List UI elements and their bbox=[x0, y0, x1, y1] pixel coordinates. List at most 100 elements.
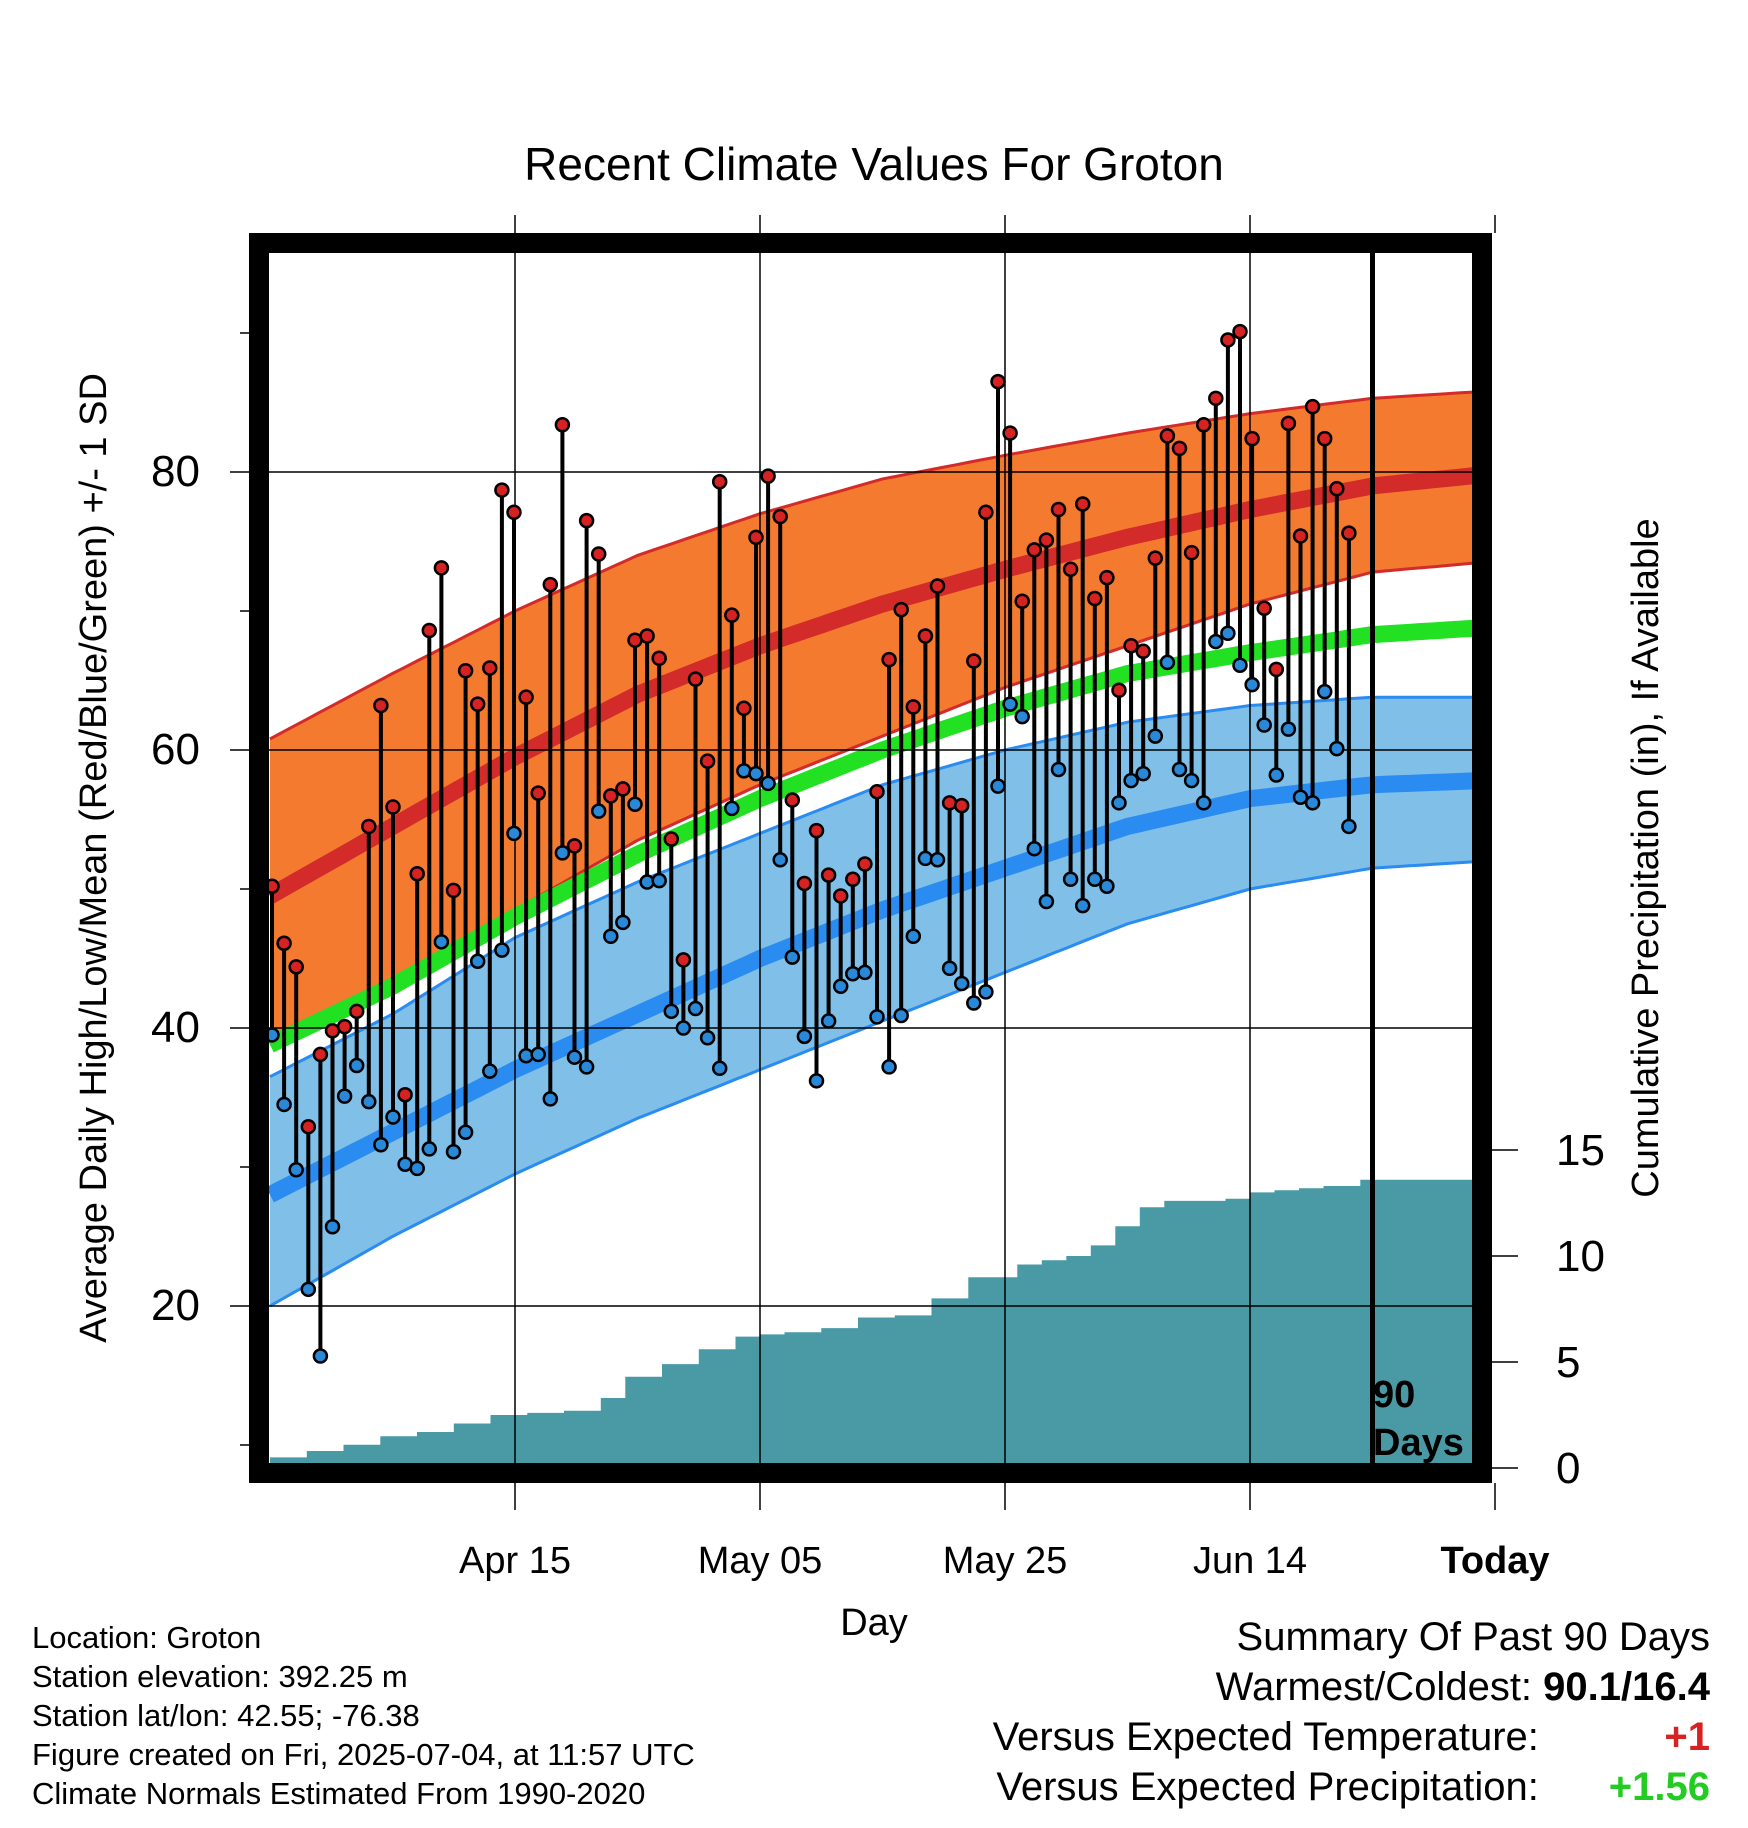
daily-low-point bbox=[1123, 772, 1139, 789]
precipitation-value: +1.56 bbox=[1608, 1765, 1710, 1809]
daily-high-point bbox=[820, 867, 837, 883]
x-tick-label: Apr 15 bbox=[459, 1540, 571, 1582]
latlon-text: Station lat/lon: 42.55; -76.38 bbox=[32, 1698, 420, 1733]
daily-low-point bbox=[784, 949, 801, 965]
x-tick-label: Jun 14 bbox=[1193, 1540, 1307, 1582]
daily-low-point bbox=[324, 1219, 341, 1235]
daily-low-point bbox=[881, 1059, 897, 1075]
daily-low-point bbox=[361, 1093, 377, 1110]
daily-low-point bbox=[1316, 683, 1333, 700]
daily-low-point bbox=[724, 800, 740, 817]
precipitation-area bbox=[270, 1179, 1482, 1468]
daily-low-point bbox=[627, 796, 643, 812]
y-tick-label: 80 bbox=[151, 447, 200, 496]
daily-low-point bbox=[869, 1009, 885, 1025]
summary-precipitation: Versus Expected Precipitation: +1.56 bbox=[993, 1762, 1710, 1812]
daily-high-point bbox=[1074, 496, 1091, 512]
daily-high-point bbox=[736, 700, 752, 717]
daily-high-point bbox=[373, 697, 389, 714]
daily-high-point bbox=[1208, 390, 1224, 407]
daily-high-point bbox=[1195, 416, 1212, 433]
daily-high-point bbox=[978, 504, 994, 521]
daily-high-point bbox=[1062, 561, 1079, 578]
daily-high-point bbox=[699, 753, 716, 769]
daily-low-point bbox=[1014, 708, 1030, 725]
daily-low-point bbox=[288, 1162, 304, 1178]
daily-high-point bbox=[1111, 682, 1127, 698]
daily-high-point bbox=[348, 1003, 365, 1020]
daily-high-point bbox=[1244, 430, 1260, 447]
daily-low-point bbox=[1111, 795, 1127, 811]
daily-high-point bbox=[857, 856, 873, 872]
daily-high-point bbox=[1341, 525, 1357, 541]
daily-high-point bbox=[953, 797, 970, 814]
daily-high-point bbox=[905, 699, 922, 715]
daily-low-point bbox=[1208, 633, 1224, 650]
daily-high-point bbox=[845, 871, 861, 888]
summary-panel: Summary Of Past 90 Days Warmest/Coldest:… bbox=[993, 1612, 1710, 1812]
daily-low-point bbox=[953, 975, 970, 992]
daily-high-point bbox=[1159, 428, 1176, 444]
daily-low-point bbox=[1183, 772, 1200, 789]
daily-high-point bbox=[1026, 542, 1043, 558]
y-tick-label: 60 bbox=[151, 725, 200, 774]
daily-high-point bbox=[457, 663, 474, 679]
daily-high-point bbox=[748, 529, 764, 546]
daily-low-point bbox=[1268, 767, 1285, 783]
daily-high-point bbox=[808, 822, 825, 839]
temperature-value: +1 bbox=[1664, 1715, 1710, 1759]
daily-high-point bbox=[469, 696, 486, 712]
y-tick-label: 20 bbox=[151, 1281, 200, 1330]
daily-low-point bbox=[808, 1073, 825, 1089]
daily-low-point bbox=[687, 1000, 704, 1017]
daily-low-point bbox=[820, 1013, 837, 1029]
daily-high-point bbox=[590, 546, 607, 562]
summary-temperature: Versus Expected Temperature: +1 bbox=[993, 1712, 1710, 1762]
daily-high-point bbox=[1050, 501, 1067, 518]
warmest-coldest-label: Warmest/Coldest: bbox=[1215, 1665, 1533, 1709]
daily-low-point bbox=[760, 775, 776, 792]
daily-high-point bbox=[506, 504, 522, 521]
daily-low-point bbox=[1147, 728, 1164, 744]
daily-low-point bbox=[1292, 789, 1309, 806]
daily-high-point bbox=[675, 952, 692, 968]
daily-low-point bbox=[457, 1124, 474, 1140]
daily-high-point bbox=[1135, 643, 1151, 660]
daily-low-point bbox=[905, 928, 922, 945]
daily-low-point bbox=[1280, 721, 1297, 737]
y2-tick-label: 5 bbox=[1556, 1338, 1580, 1387]
daily-high-low-series bbox=[264, 323, 1357, 1364]
daily-high-point bbox=[832, 888, 849, 904]
daily-low-point bbox=[348, 1057, 365, 1074]
daily-high-point bbox=[1256, 600, 1272, 616]
daily-high-point bbox=[1329, 480, 1345, 497]
daily-high-point bbox=[1220, 332, 1236, 348]
daily-high-point bbox=[336, 1018, 353, 1035]
daily-low-point bbox=[1038, 893, 1055, 910]
temperature-label: Versus Expected Temperature: bbox=[992, 1715, 1539, 1759]
daily-low-point bbox=[832, 978, 849, 995]
daily-high-point bbox=[482, 660, 498, 676]
y2-tick-label: 10 bbox=[1556, 1232, 1605, 1281]
daily-low-point bbox=[506, 825, 522, 842]
daily-high-point bbox=[554, 416, 571, 433]
daily-low-point bbox=[990, 778, 1006, 794]
daily-low-point bbox=[373, 1137, 389, 1153]
y2-axis-label: Cumulative Precipitation (in), If Availa… bbox=[1625, 518, 1667, 1197]
daily-low-point bbox=[445, 1143, 462, 1160]
mean-normal-line bbox=[266, 619, 1482, 1053]
created-text: Figure created on Fri, 2025-07-04, at 11… bbox=[32, 1737, 695, 1772]
daily-high-point bbox=[917, 628, 934, 644]
daily-low-point bbox=[966, 995, 982, 1011]
daily-high-point bbox=[1038, 532, 1055, 548]
daily-high-point bbox=[603, 788, 619, 804]
daily-high-point bbox=[1002, 425, 1018, 441]
daily-low-point bbox=[699, 1029, 716, 1046]
daily-low-point bbox=[1171, 761, 1188, 778]
elevation-text: Station elevation: 392.25 m bbox=[32, 1659, 408, 1694]
daily-low-point bbox=[385, 1109, 401, 1125]
daily-high-point bbox=[869, 783, 885, 800]
daily-high-point bbox=[409, 865, 425, 882]
daily-high-point bbox=[772, 508, 788, 525]
